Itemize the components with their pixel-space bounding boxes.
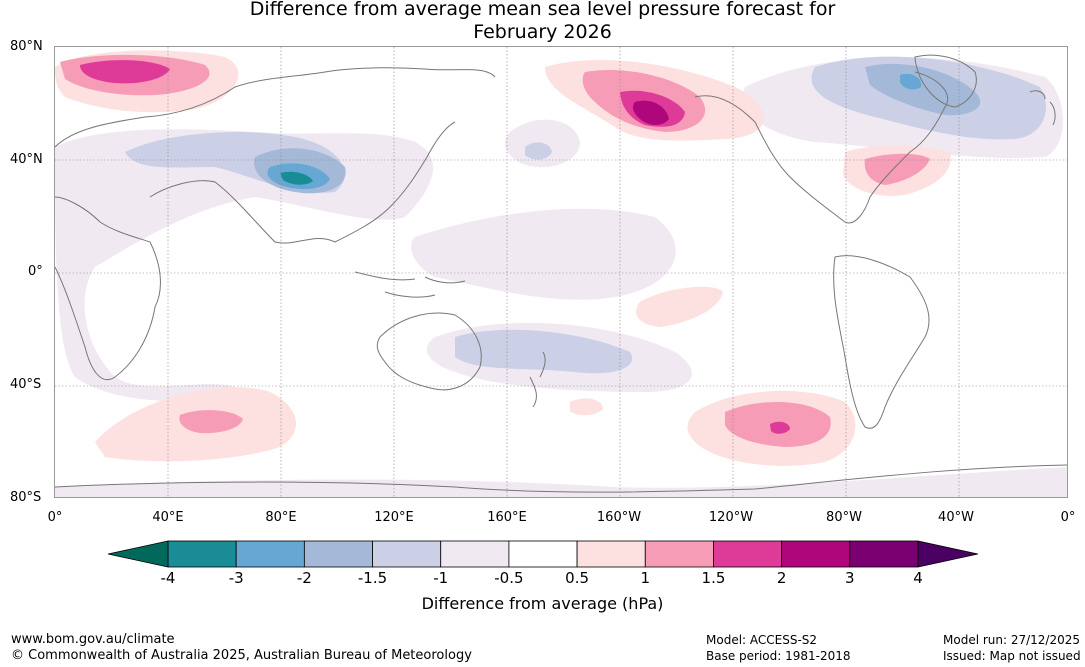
lat-label-80s: 80°S <box>10 490 42 505</box>
anomaly-positive-scandinavia-core <box>80 60 170 84</box>
colorbar-segment <box>713 540 783 568</box>
anomaly-negative-greenland-core <box>865 63 981 116</box>
map-title-line-1: Difference from average mean sea level p… <box>249 0 836 20</box>
colorbar-segment <box>781 540 851 568</box>
colorbar-tick-label: 1.5 <box>701 569 726 587</box>
colorbar-segment <box>440 540 510 568</box>
footer-base-period: Base period: 1981-2018 <box>706 649 851 663</box>
coast-europe <box>55 67 496 148</box>
colorbar-tick-label: 4 <box>913 569 923 587</box>
lat-label-40n: 40°N <box>10 152 43 167</box>
footer-url[interactable]: www.bom.gov.au/climate <box>11 632 175 647</box>
colorbar <box>108 540 978 568</box>
colorbar-tick-label: -2 <box>296 569 312 587</box>
coast-australia <box>376 312 482 391</box>
anomaly-negative-australia <box>455 329 633 374</box>
anomaly-positive-indian-ocean-core <box>179 410 243 434</box>
lon-label-0-left: 0° <box>47 510 63 525</box>
coast-africa <box>55 196 161 380</box>
footer-model: Model: ACCESS-S2 <box>706 633 818 647</box>
anomaly-positive-tropical-pacific <box>636 286 723 327</box>
colorbar-title: Difference from average (hPa) <box>421 594 664 613</box>
anomaly-negative-greenland-min <box>900 73 922 90</box>
colorbar-tick-label: -3 <box>228 569 244 587</box>
colorbar-segment <box>303 540 373 568</box>
colorbar-segment <box>576 540 646 568</box>
lon-label-40e: 40°E <box>152 510 184 525</box>
colorbar-tick-label: -4 <box>160 569 176 587</box>
lon-label-120w: 120°W <box>708 510 754 525</box>
footer-model-run: Model run: 27/12/2025 <box>943 633 1081 647</box>
coast-uk <box>1029 90 1056 126</box>
world-map <box>54 46 1068 498</box>
map-canvas <box>55 47 1067 497</box>
anomaly-negative-north-pacific-small <box>525 142 552 160</box>
colorbar-over-arrow <box>917 540 978 568</box>
colorbar-tick-label: -1 <box>433 569 449 587</box>
colorbar-tick-label: -0.5 <box>494 569 524 587</box>
colorbar-segment <box>372 540 442 568</box>
anomaly-weak-negative-pacific <box>411 208 676 300</box>
colorbar-segment <box>167 540 237 568</box>
colorbar-tick-label: 1 <box>640 569 651 587</box>
anomaly-positive-small-s-atlantic <box>570 398 603 416</box>
colorbar-segment <box>235 540 305 568</box>
colorbar-segment <box>508 540 578 568</box>
lon-label-160w: 160°W <box>596 510 642 525</box>
lon-label-0-right: 0° <box>1060 510 1076 525</box>
anomaly-positive-atlantic-core <box>864 153 930 185</box>
colorbar-tick-label: 2 <box>776 569 787 587</box>
coast-antarctica <box>55 464 1067 493</box>
coast-north-america <box>694 71 948 224</box>
footer-copyright: © Commonwealth of Australia 2025, Austra… <box>11 648 472 663</box>
lon-label-160e: 160°E <box>487 510 527 525</box>
lon-label-120e: 120°E <box>374 510 414 525</box>
colorbar-tick-label: -1.5 <box>357 569 388 587</box>
gridlines <box>55 47 1067 497</box>
map-title-line-2: February 2026 <box>473 21 612 43</box>
lon-label-80w: 80°W <box>826 510 862 525</box>
colorbar-tick-label: 3 <box>845 569 855 587</box>
colorbar-tick-label: 0.5 <box>565 569 590 587</box>
lon-label-80e: 80°E <box>265 510 297 525</box>
lat-label-equator: 0° <box>28 264 43 279</box>
footer-issued: Issued: Map not issued <box>943 649 1081 663</box>
anomaly-weak-negative-southern <box>55 467 1067 497</box>
anomaly-strongest-negative-tibet <box>280 171 313 185</box>
anomaly-positive-south-pacific-core <box>770 421 790 434</box>
coast-asia <box>149 121 456 244</box>
anomaly-shading <box>55 50 1067 497</box>
colorbar-under-arrow <box>108 540 169 568</box>
colorbar-segment <box>644 540 714 568</box>
anomaly-weak-negative-eurasia <box>55 129 434 401</box>
coastlines <box>55 54 1067 493</box>
coast-south-america <box>833 255 930 429</box>
lat-label-80n: 80°N <box>10 39 43 54</box>
lon-label-40w: 40°W <box>938 510 974 525</box>
lat-label-40s: 40°S <box>10 377 42 392</box>
anomaly-positive-alaska-max <box>632 100 669 125</box>
colorbar-segment <box>849 540 919 568</box>
coast-new-zealand <box>529 351 546 408</box>
coast-greenland <box>914 54 977 108</box>
